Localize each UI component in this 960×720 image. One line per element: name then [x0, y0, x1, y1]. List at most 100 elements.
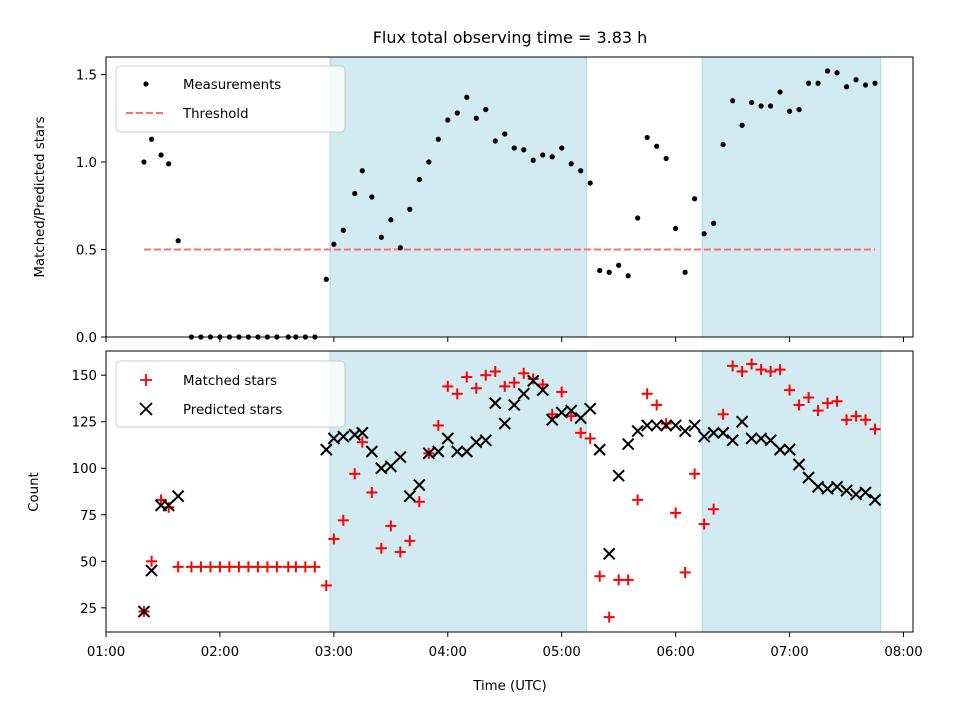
- matched-stars-point: [146, 555, 158, 567]
- matched-stars-point: [356, 436, 368, 448]
- predicted-stars-point: [612, 469, 625, 482]
- measurement-point: [483, 106, 489, 113]
- predicted-stars-point: [840, 484, 853, 497]
- matched-stars-point: [613, 574, 625, 586]
- matched-stars-point: [831, 395, 843, 407]
- matched-stars-point: [651, 399, 663, 411]
- matched-stars-point: [508, 377, 520, 389]
- observing-window-2: [701, 56, 882, 338]
- matched-stars-point: [252, 561, 264, 573]
- measurement-point: [435, 136, 441, 142]
- matched-stars-point: [736, 365, 748, 377]
- predicted-stars-point: [754, 432, 768, 445]
- predicted-stars-point: [320, 443, 333, 456]
- predicted-stars-point: [479, 434, 492, 447]
- predicted-stars-point: [536, 383, 549, 397]
- measurement-point: [682, 269, 688, 275]
- matched-stars-point: [784, 384, 796, 396]
- top-y-axis-label: Matched/Predicted stars: [33, 116, 48, 277]
- measurement-point: [388, 217, 394, 223]
- matched-stars-point: [290, 561, 302, 573]
- matched-stars-point: [204, 561, 216, 573]
- measurement-point: [597, 267, 603, 274]
- matched-stars-point: [320, 579, 332, 591]
- matched-stars-point: [850, 410, 862, 422]
- measurement-point: [369, 194, 375, 200]
- predicted-stars-point: [830, 480, 844, 494]
- measurement-point: [378, 234, 384, 240]
- matched-stars-point: [774, 364, 786, 376]
- predicted-stars-point: [811, 480, 825, 494]
- matched-stars-point: [594, 570, 606, 582]
- measurement-point: [166, 161, 172, 167]
- chart-title: Flux total observing time = 3.83 h: [373, 28, 648, 47]
- y-tick-label: 0.0: [76, 331, 97, 346]
- matched-stars-point: [195, 561, 207, 573]
- bottom-plot-frame: [105, 350, 914, 633]
- measurement-point: [730, 98, 736, 104]
- measurement-point: [454, 110, 460, 116]
- predicted-stars-point: [137, 605, 151, 618]
- bottom-legend: Matched stars Predicted stars: [115, 360, 346, 428]
- matched-stars-point: [660, 418, 672, 430]
- measurement-point: [786, 108, 793, 114]
- matched-stars-point: [489, 365, 501, 377]
- matched-stars-point: [442, 380, 454, 392]
- measurement-point: [635, 215, 641, 221]
- measurement-point: [407, 206, 413, 212]
- matched-stars-point: [337, 514, 349, 526]
- legend-measurements-label: Measurements: [183, 78, 281, 93]
- matched-stars-point: [584, 432, 596, 444]
- matched-stars-point: [261, 561, 273, 573]
- predicted-stars-point: [602, 547, 616, 561]
- matched-stars-point: [299, 561, 311, 573]
- matched-stars-point: [727, 360, 739, 372]
- predicted-stars-point: [384, 460, 398, 473]
- measurement-point: [578, 168, 584, 174]
- matched-stars-point: [746, 358, 758, 370]
- measurement-point: [701, 231, 707, 237]
- measurement-point: [862, 82, 869, 88]
- measurement-point: [587, 180, 593, 186]
- predicted-stars-point: [422, 447, 436, 460]
- x-tick-label: 05:00: [543, 645, 581, 660]
- predicted-stars-point: [697, 430, 711, 443]
- matched-stars-point: [480, 369, 492, 381]
- x-tick-label: 07:00: [770, 645, 808, 660]
- predicted-stars-point: [489, 396, 502, 410]
- matched-stars-point: [803, 392, 815, 404]
- predicted-stars-point: [546, 413, 559, 427]
- predicted-stars-point: [621, 437, 635, 451]
- observing-window-1: [329, 56, 587, 338]
- measurement-point: [492, 138, 498, 144]
- predicted-stars-point: [565, 404, 578, 417]
- predicted-stars-point: [764, 434, 777, 447]
- y-tick-label: 125: [72, 416, 97, 431]
- predicted-stars-point: [716, 426, 730, 440]
- matched-stars-point: [461, 371, 473, 383]
- y-tick-label: 75: [80, 509, 97, 524]
- measurement-point: [530, 157, 536, 163]
- matched-stars-point: [394, 546, 406, 558]
- measurement-point: [158, 152, 164, 158]
- measurement-point: [141, 159, 147, 165]
- x-tick-label: 08:00: [884, 645, 922, 660]
- matched-stars-point: [527, 373, 539, 385]
- top-plot-frame: [105, 56, 914, 338]
- matched-stars-point: [546, 408, 558, 420]
- measurement-point: [359, 168, 365, 174]
- matched-stars-point: [163, 501, 175, 513]
- matched-stars-point: [537, 378, 549, 390]
- measurement-point: [606, 269, 612, 275]
- y-tick-label: 50: [80, 555, 97, 570]
- measurement-point: [340, 227, 346, 233]
- measurement-point: [175, 238, 181, 244]
- measurement-point: [148, 136, 155, 142]
- matched-stars-point: [155, 494, 167, 506]
- predicted-stars-point: [432, 445, 445, 458]
- measurement-point: [767, 103, 774, 109]
- predicted-stars-point: [678, 424, 692, 438]
- matched-stars-point: [470, 382, 482, 394]
- predicted-stars-point: [735, 415, 749, 428]
